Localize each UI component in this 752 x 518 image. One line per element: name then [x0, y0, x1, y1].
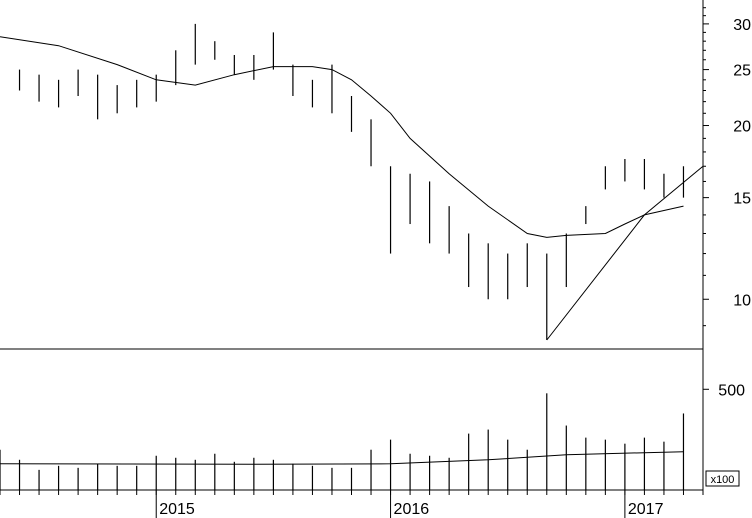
- x-axis: 2015 2016 2017: [0, 490, 704, 518]
- price-panel: 10 15 20 25 30: [0, 7, 751, 341]
- price-tick-label: 20: [733, 119, 751, 136]
- volume-panel: 500 x100: [0, 382, 745, 490]
- year-label: 2016: [394, 501, 430, 518]
- moving-average-line: [0, 36, 684, 238]
- price-tick-label: 30: [733, 17, 751, 34]
- year-label: 2015: [159, 501, 195, 518]
- volume-tick-label: 500: [718, 382, 745, 399]
- trend-line: [546, 165, 704, 341]
- year-label: 2017: [628, 501, 664, 518]
- price-tick-label: 15: [733, 191, 751, 208]
- price-tick-label: 25: [733, 63, 751, 80]
- volume-average-line: [0, 451, 684, 465]
- unit-label-box: [705, 470, 740, 487]
- price-tick-label: 10: [733, 292, 751, 309]
- unit-label: x100: [711, 474, 735, 486]
